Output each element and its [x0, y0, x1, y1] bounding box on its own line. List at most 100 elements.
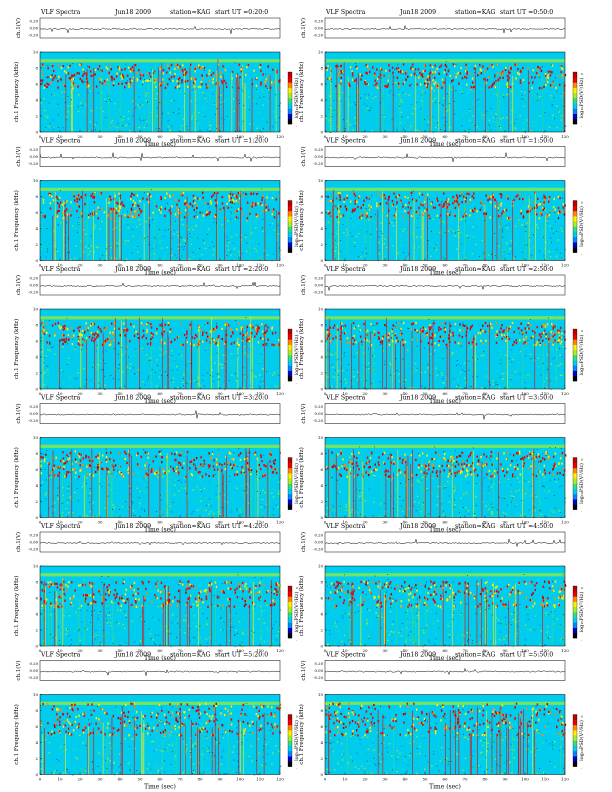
- spectrogram-dot: [179, 236, 181, 238]
- spectrogram-cell: [117, 123, 119, 125]
- spectrogram-cell: [434, 342, 436, 345]
- spectrogram-cell: [369, 70, 371, 73]
- spectrogram-cell: [325, 244, 328, 246]
- spectrogram-cell: [138, 337, 140, 340]
- colorbar-segment: [573, 242, 577, 248]
- spectrogram-cell: [247, 502, 250, 504]
- trace-tick-label: 0.20: [30, 19, 39, 24]
- spectrogram-cell: [132, 509, 135, 512]
- spectrogram-cell: [433, 98, 436, 100]
- spectrogram-dot: [355, 63, 356, 64]
- spectrogram-cell: [191, 336, 193, 339]
- spectrogram-cell: [402, 321, 405, 324]
- spectrogram-cell: [212, 248, 215, 251]
- spectrogram-cell: [99, 192, 101, 196]
- spectrogram-cell: [339, 191, 341, 195]
- spectrogram-cell: [228, 199, 231, 202]
- spectrogram-cell: [122, 475, 125, 478]
- spectrogram-cell: [155, 385, 158, 387]
- spectrogram-cell: [496, 330, 498, 333]
- spectrogram-cell: [272, 467, 275, 470]
- spectrogram-cell: [431, 66, 434, 69]
- spectrogram-cell: [519, 79, 522, 82]
- spectrogram-cell: [388, 64, 390, 67]
- colorbar-frame: [572, 328, 578, 382]
- spectrogram-cell: [429, 64, 432, 67]
- spectrogram-cell: [409, 127, 412, 129]
- spectrogram-cell: [156, 368, 158, 370]
- spectrogram-cell: [195, 224, 197, 226]
- spectrogram-cell: [502, 76, 504, 79]
- spectrogram-cell: [257, 226, 259, 229]
- spectrogram-cell: [531, 359, 533, 361]
- spectrogram-cell: [205, 347, 207, 349]
- spectrogram-cell: [208, 124, 211, 126]
- spectrogram-cell: [197, 342, 200, 345]
- spectrogram-cell: [443, 326, 446, 329]
- spectrogram-cell: [137, 251, 139, 253]
- spectrogram-cell: [471, 252, 473, 255]
- spectrogram-cell: [249, 348, 251, 351]
- spectrogram-cell: [234, 246, 237, 249]
- spectrogram-cell: [106, 339, 108, 342]
- spectrogram-cell: [199, 489, 202, 491]
- spectrogram-cell: [241, 123, 243, 125]
- spectrogram-cell: [499, 226, 501, 228]
- spectrogram-cell: [390, 336, 393, 339]
- spectrogram-dot: [267, 345, 269, 346]
- sferic-streak: [59, 339, 60, 389]
- spectrogram-cell: [62, 494, 64, 497]
- spectrogram-cell: [66, 471, 68, 474]
- spectrogram-dot: [121, 347, 123, 348]
- spectrogram-cell: [78, 452, 80, 455]
- spectrogram-cell: [530, 336, 533, 340]
- spectrogram-dot: [195, 214, 197, 216]
- spectrogram-cell: [97, 206, 99, 209]
- panel-start-time: start UT =0:50:0: [500, 9, 553, 16]
- spectrogram-cell: [159, 241, 161, 244]
- spectrogram-cell: [111, 119, 114, 122]
- spectrogram-cell: [415, 210, 418, 213]
- spectrogram-cell: [256, 127, 258, 129]
- spectrogram-cell: [365, 71, 367, 74]
- spectrogram-cell: [180, 224, 183, 226]
- spectrogram-cell: [258, 257, 261, 260]
- spectrogram-dot: [547, 214, 549, 215]
- spectrogram-dot: [171, 355, 173, 356]
- spectrogram-cell: [135, 512, 137, 514]
- x-tick-label: 70: [462, 391, 468, 396]
- spectrogram-dot: [367, 366, 369, 368]
- spectrogram-cell: [433, 322, 435, 325]
- spectrogram-cell: [425, 89, 428, 91]
- spectrogram-cell: [62, 325, 64, 328]
- spectrogram-cell: [277, 218, 280, 220]
- spectrogram-cell: [137, 369, 140, 371]
- spectrogram-cell: [43, 114, 46, 116]
- spectrogram-cell: [420, 100, 423, 102]
- sferic-streak: [438, 84, 440, 132]
- spectrogram-cell: [203, 66, 205, 69]
- spectrogram-cell: [507, 329, 509, 333]
- spectrogram-cell: [150, 470, 153, 473]
- spectrogram-cell: [89, 250, 91, 253]
- spectrogram-cell: [78, 508, 80, 510]
- spectrogram-cell: [529, 210, 531, 213]
- spectrogram-cell: [500, 129, 502, 131]
- spectrogram-cell: [557, 212, 559, 215]
- spectrogram-dot: [81, 349, 82, 351]
- spectrogram-cell: [194, 78, 197, 81]
- sferic-streak: [65, 215, 66, 261]
- spectrogram-dot: [558, 217, 559, 219]
- spectrogram-cell: [197, 197, 199, 200]
- spectrogram-cell: [130, 85, 133, 88]
- spectrogram-dot: [345, 128, 346, 129]
- colorbar-segment: [288, 349, 292, 356]
- spectrogram-cell: [69, 123, 72, 125]
- spectrogram-cell: [391, 328, 394, 331]
- spectrogram-cell: [267, 243, 270, 246]
- spectrogram-cell: [255, 470, 258, 473]
- spectrogram-cell: [145, 79, 147, 82]
- spectrogram-dot: [147, 101, 149, 103]
- spectrogram-cell: [340, 70, 342, 73]
- spectrogram-cell: [409, 84, 411, 87]
